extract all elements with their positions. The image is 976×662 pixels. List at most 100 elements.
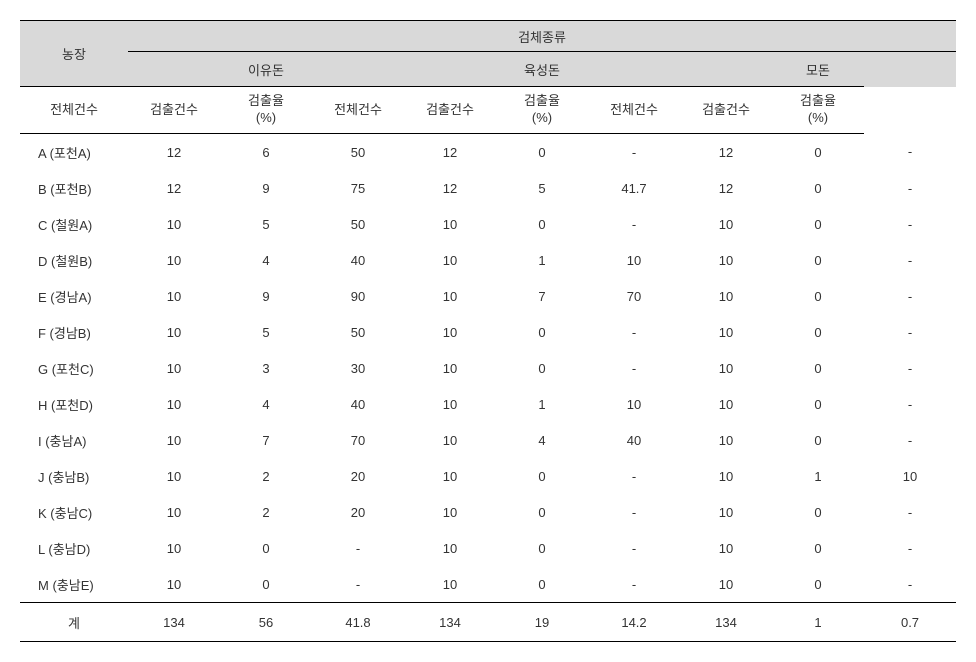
cell-g3-detected: 0: [772, 314, 864, 350]
cell-g3-total: 10: [680, 422, 772, 458]
cell-g2-total: 10: [404, 278, 496, 314]
header-sub-detected: 검출건수: [404, 87, 496, 134]
cell-g3-total: 10: [680, 314, 772, 350]
cell-g2-total: 12: [404, 134, 496, 171]
cell-g3-total: 10: [680, 530, 772, 566]
cell-g1-rate: 90: [312, 278, 404, 314]
total-g3-detected: 1: [772, 603, 864, 642]
farm-cell: M (충남E): [20, 566, 128, 603]
header-group-3: 모돈: [680, 52, 956, 87]
cell-g3-rate: -: [864, 206, 956, 242]
total-g1-rate: 41.8: [312, 603, 404, 642]
cell-g1-detected: 5: [220, 314, 312, 350]
table-row: M (충남E)100-100-100-: [20, 566, 956, 603]
total-g3-rate: 0.7: [864, 603, 956, 642]
cell-g3-detected: 0: [772, 386, 864, 422]
cell-g2-detected: 1: [496, 386, 588, 422]
cell-g3-detected: 0: [772, 134, 864, 171]
cell-g1-detected: 7: [220, 422, 312, 458]
cell-g2-detected: 0: [496, 314, 588, 350]
cell-g2-total: 10: [404, 458, 496, 494]
total-g2-total: 134: [404, 603, 496, 642]
cell-g1-rate: -: [312, 566, 404, 603]
cell-g1-total: 10: [128, 242, 220, 278]
cell-g3-detected: 0: [772, 350, 864, 386]
farm-cell: F (경남B): [20, 314, 128, 350]
cell-g2-detected: 4: [496, 422, 588, 458]
cell-g1-rate: 50: [312, 206, 404, 242]
cell-g1-total: 10: [128, 314, 220, 350]
cell-g2-detected: 5: [496, 170, 588, 206]
table-total-row: 계1345641.81341914.213410.7: [20, 603, 956, 642]
header-sub-rate: 검출율(%): [496, 87, 588, 134]
cell-g2-total: 10: [404, 494, 496, 530]
table-header: 농장 검체종류 이유돈 육성돈 모돈 전체건수 검출건수 검출율(%) 전체건수…: [20, 21, 956, 134]
cell-g3-rate: -: [864, 530, 956, 566]
cell-g2-detected: 0: [496, 458, 588, 494]
cell-g1-detected: 0: [220, 566, 312, 603]
cell-g1-detected: 0: [220, 530, 312, 566]
cell-g1-total: 10: [128, 566, 220, 603]
cell-g3-detected: 0: [772, 530, 864, 566]
farm-cell: D (철원B): [20, 242, 128, 278]
cell-g1-total: 10: [128, 458, 220, 494]
cell-g1-total: 10: [128, 494, 220, 530]
cell-g2-total: 10: [404, 386, 496, 422]
cell-g3-detected: 1: [772, 458, 864, 494]
cell-g1-rate: 30: [312, 350, 404, 386]
cell-g3-rate: -: [864, 242, 956, 278]
cell-g1-total: 10: [128, 278, 220, 314]
cell-g1-detected: 2: [220, 458, 312, 494]
cell-g3-rate: -: [864, 494, 956, 530]
cell-g3-detected: 0: [772, 170, 864, 206]
cell-g2-total: 10: [404, 530, 496, 566]
table-row: F (경남B)10550100-100-: [20, 314, 956, 350]
cell-g3-total: 10: [680, 494, 772, 530]
cell-g1-total: 12: [128, 134, 220, 171]
cell-g1-rate: 70: [312, 422, 404, 458]
farm-cell: H (포천D): [20, 386, 128, 422]
cell-g1-detected: 4: [220, 386, 312, 422]
cell-g3-total: 10: [680, 458, 772, 494]
cell-g3-rate: -: [864, 350, 956, 386]
header-group-1: 이유돈: [128, 52, 404, 87]
cell-g3-rate: -: [864, 422, 956, 458]
farm-cell: B (포천B): [20, 170, 128, 206]
cell-g3-detected: 0: [772, 494, 864, 530]
cell-g1-total: 10: [128, 350, 220, 386]
table-row: A (포천A)12650120-120-: [20, 134, 956, 171]
cell-g2-rate: -: [588, 134, 680, 171]
farm-cell: G (포천C): [20, 350, 128, 386]
header-sample-type: 검체종류: [128, 21, 956, 52]
header-sub-total: 전체건수: [588, 87, 680, 134]
cell-g2-rate: 41.7: [588, 170, 680, 206]
farm-cell: C (철원A): [20, 206, 128, 242]
table-row: I (충남A)1077010440100-: [20, 422, 956, 458]
table-row: C (철원A)10550100-100-: [20, 206, 956, 242]
cell-g1-total: 10: [128, 206, 220, 242]
farm-cell: K (충남C): [20, 494, 128, 530]
cell-g2-rate: -: [588, 350, 680, 386]
header-sub-total: 전체건수: [20, 87, 128, 134]
cell-g3-rate: -: [864, 278, 956, 314]
header-sub-rate: 검출율(%): [220, 87, 312, 134]
header-group-2: 육성돈: [404, 52, 680, 87]
cell-g3-total: 12: [680, 134, 772, 171]
header-sub-rate: 검출율(%): [772, 87, 864, 134]
cell-g2-detected: 0: [496, 530, 588, 566]
cell-g2-detected: 0: [496, 206, 588, 242]
table-row: J (충남B)10220100-10110: [20, 458, 956, 494]
table-row: L (충남D)100-100-100-: [20, 530, 956, 566]
cell-g3-total: 12: [680, 170, 772, 206]
cell-g3-total: 10: [680, 386, 772, 422]
cell-g2-rate: 40: [588, 422, 680, 458]
farm-cell: E (경남A): [20, 278, 128, 314]
cell-g1-rate: 20: [312, 494, 404, 530]
total-g1-total: 134: [128, 603, 220, 642]
cell-g2-rate: 10: [588, 242, 680, 278]
farm-cell: J (충남B): [20, 458, 128, 494]
cell-g3-rate: -: [864, 314, 956, 350]
cell-g1-total: 10: [128, 386, 220, 422]
table-row: D (철원B)1044010110100-: [20, 242, 956, 278]
cell-g3-rate: -: [864, 386, 956, 422]
